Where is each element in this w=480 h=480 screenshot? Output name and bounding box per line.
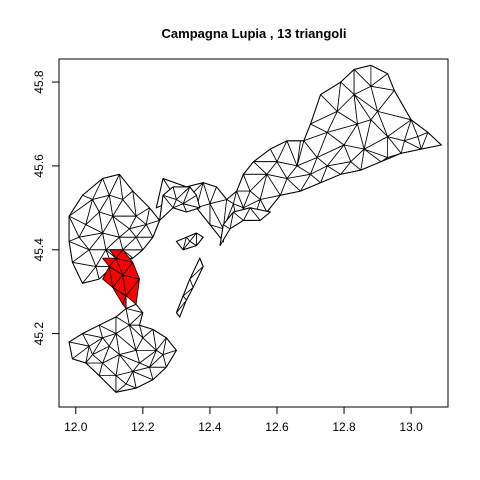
mesh-region [155, 64, 443, 243]
highlighted-triangle [122, 295, 127, 309]
y-tick-label: 45.4 [32, 238, 46, 262]
y-tick-label: 45.8 [32, 70, 46, 94]
mesh-region [219, 207, 272, 247]
region-outline [158, 186, 201, 222]
region-outline [68, 303, 178, 393]
mesh-triangle [119, 349, 140, 364]
highlighted-triangle [125, 278, 140, 305]
mesh-triangle [115, 370, 134, 385]
mesh-region [158, 186, 201, 222]
x-axis: 12.0 12.2 12.4 12.6 12.8 13.0 [64, 406, 423, 434]
mesh-triangle [286, 173, 311, 192]
mesh-triangle [85, 199, 100, 226]
x-tick-label: 12.8 [332, 420, 356, 434]
mesh-triangle [370, 85, 395, 112]
x-tick-label: 12.2 [131, 420, 155, 434]
highlighted-triangle [115, 249, 134, 263]
mesh-region [175, 256, 204, 318]
region-outline [68, 173, 161, 284]
mesh-triangle [175, 186, 191, 205]
x-tick-label: 12.0 [64, 420, 88, 434]
mesh-triangle [242, 190, 261, 209]
region-outline [175, 256, 204, 318]
mesh-region [175, 232, 204, 251]
y-tick-label: 45.6 [32, 154, 46, 178]
mesh-triangle [259, 173, 281, 200]
highlighted-triangle [102, 257, 117, 267]
mesh-triangle [182, 236, 191, 251]
region-outline [175, 232, 204, 251]
mesh-region [68, 303, 178, 393]
highlight-layer [102, 249, 140, 309]
y-tick-label: 45.2 [32, 322, 46, 346]
mesh-triangle [78, 232, 103, 251]
mesh-triangle [363, 119, 389, 150]
x-tick-label: 12.4 [198, 420, 222, 434]
mesh-layer [68, 64, 443, 393]
mesh-triangle [326, 144, 352, 167]
mesh-triangle [350, 148, 365, 171]
mesh-triangle [310, 165, 328, 184]
mesh-triangle [92, 337, 110, 356]
y-axis: 45.2 45.4 45.6 45.8 [32, 70, 60, 346]
mesh-triangle [98, 211, 114, 234]
mesh-triangle [403, 136, 422, 150]
x-tick-label: 13.0 [399, 420, 423, 434]
highlighted-triangle [102, 266, 114, 288]
mesh-triangle [112, 215, 137, 230]
chart-title: Campagna Lupia , 13 triangoli [162, 26, 347, 41]
region-outline [219, 207, 272, 246]
x-tick-label: 12.6 [265, 420, 289, 434]
